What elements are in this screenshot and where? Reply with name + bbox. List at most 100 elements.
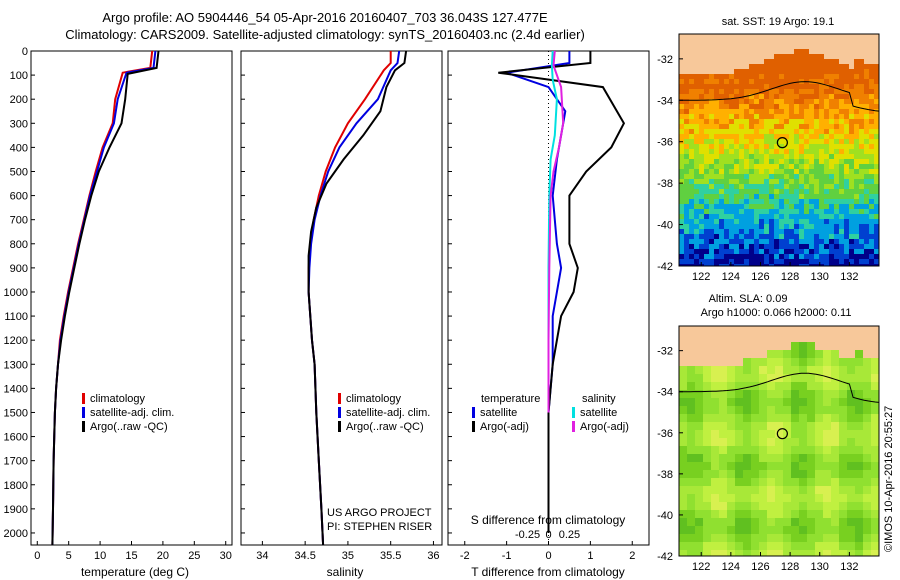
map-cell (759, 134, 764, 139)
depth-tick-label: 300 (10, 118, 28, 130)
map-cell (789, 69, 794, 74)
map-cell (854, 159, 859, 164)
land-cell (684, 59, 689, 64)
map-cell (823, 350, 831, 358)
map-cell (864, 79, 869, 84)
land-cell (744, 54, 749, 59)
map-cell (699, 129, 704, 134)
map-cell (809, 144, 814, 149)
map-cell (749, 164, 754, 169)
map-cell (689, 194, 694, 199)
map-cell (809, 259, 814, 264)
map-cell (767, 550, 775, 556)
map-cell (687, 406, 695, 414)
map-cell (869, 199, 874, 204)
map-cell (819, 164, 824, 169)
map-cell (869, 169, 874, 174)
map-cell (847, 446, 855, 454)
map-cell (704, 94, 709, 99)
map-cell (794, 79, 799, 84)
land-cell (719, 342, 727, 350)
map-cell (743, 502, 751, 510)
land-cell (769, 49, 774, 54)
map-cell (847, 382, 855, 390)
map-cell (869, 119, 874, 124)
map-cell (839, 462, 847, 470)
map-cell (824, 79, 829, 84)
map-cell (859, 204, 864, 209)
map-cell (687, 534, 695, 542)
land-cell (844, 54, 849, 59)
land-cell (734, 49, 739, 54)
map-cell (779, 54, 784, 59)
temperature-x-tick-label: 30 (220, 550, 232, 562)
map-cell (823, 422, 831, 430)
land-cell (684, 34, 689, 39)
map-cell (789, 214, 794, 219)
map-cell (864, 204, 869, 209)
map-cell (743, 462, 751, 470)
land-cell (751, 334, 759, 342)
map-cell (719, 430, 727, 438)
land-cell (849, 39, 854, 44)
map-cell (689, 244, 694, 249)
map-cell (774, 259, 779, 264)
map-cell (734, 244, 739, 249)
map-cell (809, 74, 814, 79)
map-cell (729, 89, 734, 94)
map-cell (864, 259, 869, 264)
map-cell (847, 422, 855, 430)
map-cell (869, 149, 874, 154)
map-cell (759, 358, 767, 366)
map-cell (759, 414, 767, 422)
map-cell (694, 164, 699, 169)
land-cell (869, 34, 874, 39)
land-cell (844, 49, 849, 54)
map-cell (807, 542, 815, 550)
map-cell (799, 478, 807, 486)
land-cell (849, 59, 854, 64)
land-cell (859, 34, 864, 39)
map-cell (831, 366, 839, 374)
map-cell (815, 350, 823, 358)
map-cell (764, 74, 769, 79)
map-cell (869, 179, 874, 184)
map-cell (743, 358, 751, 366)
land-cell (734, 59, 739, 64)
map-cell (709, 189, 714, 194)
map-cell (779, 239, 784, 244)
map-cell (874, 139, 879, 144)
map-cell (819, 129, 824, 134)
map-cell (711, 406, 719, 414)
map-cell (855, 366, 863, 374)
map-cell (794, 194, 799, 199)
map-cell (799, 502, 807, 510)
map-cell (754, 219, 759, 224)
map-cell (734, 189, 739, 194)
argo-float-marker (776, 428, 788, 440)
map-cell (815, 486, 823, 494)
map-cell (769, 89, 774, 94)
depth-tick-label: 500 (10, 166, 28, 178)
depth-tick-label: 600 (10, 191, 28, 203)
map-cell (769, 209, 774, 214)
map-cell (829, 174, 834, 179)
map-cell (864, 144, 869, 149)
map-cell (759, 124, 764, 129)
map-cell (859, 264, 864, 266)
map-cell (809, 89, 814, 94)
map-cell (689, 89, 694, 94)
map-cell (735, 462, 743, 470)
map-cell (711, 390, 719, 398)
map-cell (724, 99, 729, 104)
map-cell (719, 398, 727, 406)
map-cell (859, 219, 864, 224)
map-cell (754, 114, 759, 119)
map-cell (744, 264, 749, 266)
map-cell (729, 84, 734, 89)
difference-x-tick-label: -2 (460, 550, 470, 562)
map-cell (799, 69, 804, 74)
map-cell (849, 219, 854, 224)
map-cell (703, 398, 711, 406)
map-cell (799, 462, 807, 470)
